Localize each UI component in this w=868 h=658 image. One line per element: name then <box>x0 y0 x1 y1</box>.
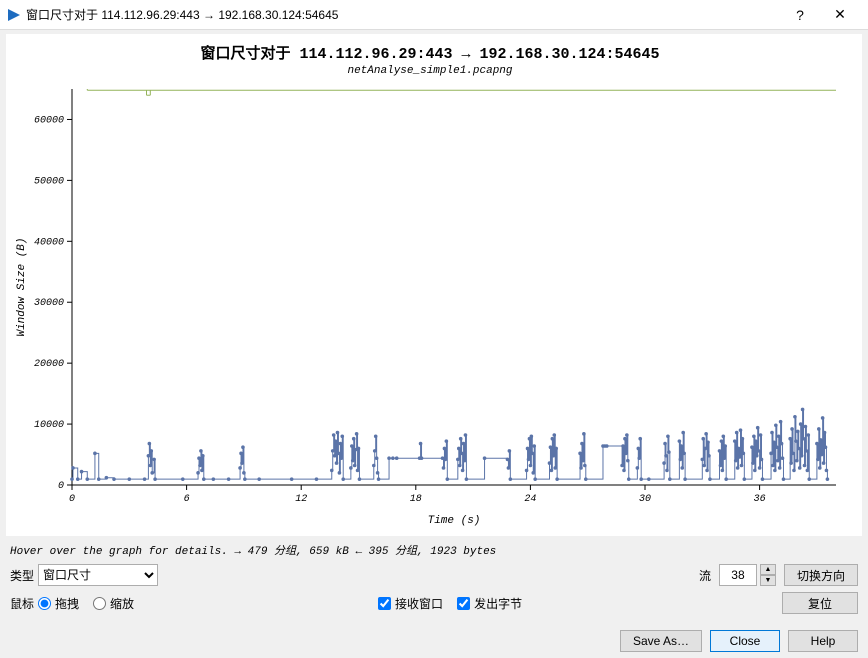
chart-subtitle: netAnalyse_simple1.pcapng <box>8 65 852 77</box>
help-button[interactable]: Help <box>788 630 858 652</box>
close-icon[interactable]: ✕ <box>820 6 860 23</box>
svg-text:Window Size (B): Window Size (B) <box>16 237 28 336</box>
recv-window-check[interactable]: 接收窗口 <box>378 595 443 612</box>
sent-bytes-check[interactable]: 发出字节 <box>457 595 522 612</box>
svg-text:30000: 30000 <box>34 298 64 309</box>
save-as-button[interactable]: Save As… <box>620 630 702 652</box>
stream-input[interactable] <box>719 564 757 586</box>
stream-label: 流 <box>699 567 711 584</box>
svg-text:0: 0 <box>58 481 64 492</box>
svg-text:0: 0 <box>69 494 75 505</box>
svg-text:6: 6 <box>184 494 190 505</box>
drag-radio-label: 拖拽 <box>55 595 79 612</box>
switch-direction-button[interactable]: 切换方向 <box>784 564 858 586</box>
mouse-label: 鼠标 <box>10 595 34 612</box>
svg-text:10000: 10000 <box>34 420 64 431</box>
window-title: 窗口尺寸对于 114.112.96.29:443 → 192.168.30.12… <box>26 6 780 23</box>
controls-panel: Hover over the graph for details. → 479 … <box>0 538 868 626</box>
svg-text:Time (s): Time (s) <box>428 515 481 527</box>
hover-hint: Hover over the graph for details. → 479 … <box>10 542 858 558</box>
reset-button[interactable]: 复位 <box>782 592 858 614</box>
dialog-buttons: Save As… Close Help <box>0 626 868 658</box>
recv-window-label: 接收窗口 <box>395 595 443 612</box>
type-label: 类型 <box>10 567 34 584</box>
drag-radio[interactable]: 拖拽 <box>38 595 79 612</box>
svg-text:18: 18 <box>410 494 422 505</box>
zoom-radio[interactable]: 缩放 <box>93 595 134 612</box>
svg-text:12: 12 <box>295 494 307 505</box>
help-icon[interactable]: ? <box>780 7 820 23</box>
svg-text:24: 24 <box>524 494 536 505</box>
svg-text:36: 36 <box>754 494 766 505</box>
svg-text:50000: 50000 <box>34 176 64 187</box>
close-button[interactable]: Close <box>710 630 780 652</box>
stream-up[interactable]: ▲ <box>760 564 776 575</box>
svg-text:60000: 60000 <box>34 115 64 126</box>
chart-canvas[interactable]: 0 10000 20000 30000 40000 50000 60000 0 6 12 18 24 3… <box>8 83 846 529</box>
app-icon <box>8 9 20 21</box>
stream-down[interactable]: ▼ <box>760 575 776 586</box>
type-select[interactable]: 窗口尺寸 <box>38 564 158 586</box>
chart-title: 窗口尺寸对于 114.112.96.29:443 → 192.168.30.12… <box>8 42 852 63</box>
svg-text:40000: 40000 <box>34 237 64 248</box>
svg-text:20000: 20000 <box>34 359 64 370</box>
titlebar: 窗口尺寸对于 114.112.96.29:443 → 192.168.30.12… <box>0 0 868 30</box>
sent-bytes-label: 发出字节 <box>474 595 522 612</box>
zoom-radio-label: 缩放 <box>110 595 134 612</box>
svg-text:30: 30 <box>639 494 651 505</box>
chart-panel: 窗口尺寸对于 114.112.96.29:443 → 192.168.30.12… <box>6 34 862 536</box>
